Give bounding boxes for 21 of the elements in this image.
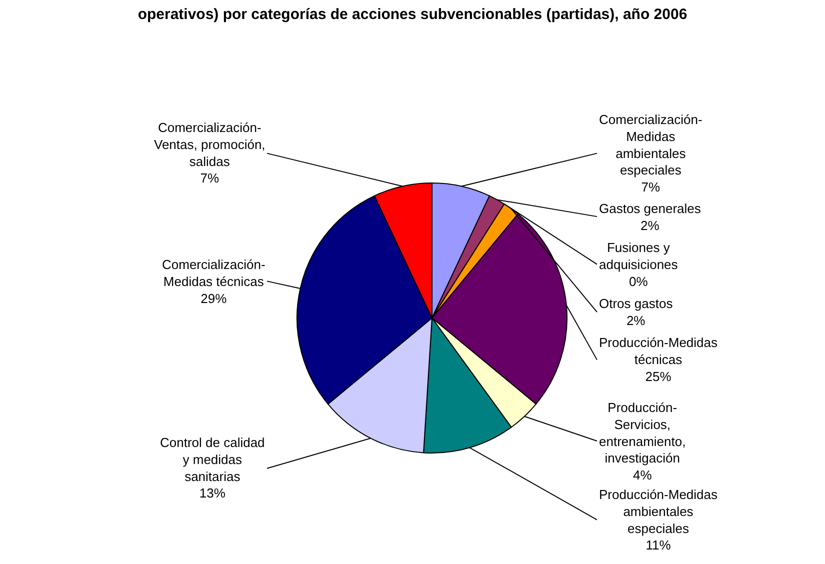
data-label: 7% — [200, 170, 220, 186]
slice-label: Comercialización-Medidas ambientales especiales — [599, 112, 702, 178]
data-label: 29% — [200, 290, 228, 306]
category-label: Fusiones y adquisiciones — [599, 240, 678, 272]
slice-label: Control de calidad y medidas sanitarias — [160, 435, 265, 484]
data-label: 25% — [645, 368, 672, 384]
data-label: 11% — [646, 538, 672, 553]
data-label: 7% — [641, 180, 660, 195]
slice-label: Comercialización-Medidas técnicas — [162, 257, 266, 289]
slice-label: Gastos generales — [599, 201, 702, 216]
slice-label: Producción-Medidas ambientales especiales — [599, 487, 718, 536]
text: 0% — [628, 274, 648, 289]
data-label: 4% — [632, 468, 652, 483]
slice-label: Producción-Medidas técnicas — [599, 335, 718, 367]
chart-title: operativos) por categorías de acciones subvencionables (partidas), año 2006 — [138, 6, 688, 23]
slice-label: Otros gastos — [599, 296, 674, 311]
slice-label: Producción-Servicios, entrenamiento, investigación — [599, 400, 686, 466]
data-label: 2% — [626, 312, 646, 328]
data-label: 2% — [640, 218, 660, 233]
slice-label: Comercialización-Ventas, promoción, salidas — [154, 120, 266, 169]
data-label: 13% — [199, 486, 226, 501]
